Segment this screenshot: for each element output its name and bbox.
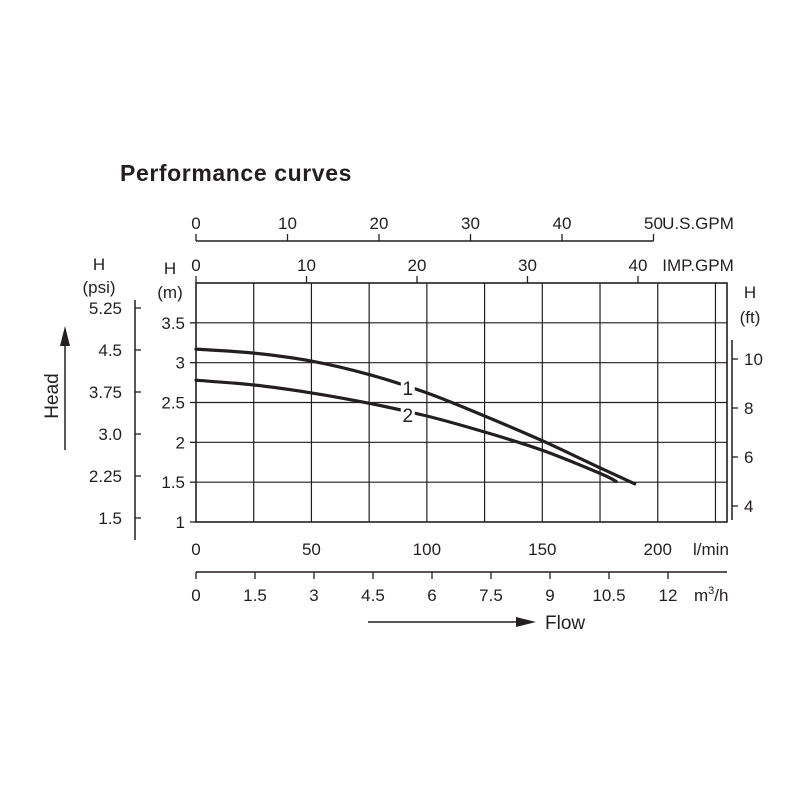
m3h-tick-label: 6 [427, 586, 436, 605]
m3h-tick-label: 10.5 [592, 586, 625, 605]
m3h-tick-label: 4.5 [361, 586, 385, 605]
ft-tick-label: 6 [744, 448, 753, 467]
flow-arrowhead [516, 617, 536, 627]
m3h-tick-label: 0 [191, 586, 200, 605]
chart-title: Performance curves [120, 160, 352, 186]
m-tick-label: 3 [176, 354, 185, 373]
m-axis-label-h: H [164, 259, 176, 278]
curve-label-2: 2 [402, 406, 413, 427]
us-gpm-tick-label: 20 [370, 214, 389, 233]
ft-axis-label-unit: (ft) [740, 308, 761, 327]
curve-label-bg [400, 408, 415, 427]
head-label: Head [42, 373, 63, 418]
curve-label-bg [400, 380, 415, 399]
us-gpm-tick-label: 0 [191, 214, 200, 233]
m3h-label-base: m [694, 586, 708, 605]
m3h-label-sup: 3 [708, 585, 714, 597]
us-gpm-tick-label: 40 [553, 214, 572, 233]
curve-label-1: 1 [402, 379, 413, 400]
imp-gpm-tick-label: 30 [518, 256, 537, 275]
m3h-tick-label: 3 [309, 586, 318, 605]
us-gpm-tick-label: 10 [278, 214, 297, 233]
ft-tick-label: 10 [744, 350, 763, 369]
lmin-axis-label: l/min [693, 540, 729, 559]
m3h-axis-label: m3/h [694, 585, 728, 605]
psi-tick-label: 3.0 [98, 425, 122, 444]
m-tick-label: 3.5 [161, 314, 185, 333]
m-tick-label: 1.5 [161, 473, 185, 492]
m3h-tick-label: 9 [545, 586, 554, 605]
ft-axis-label-h: H [744, 283, 756, 302]
m3h-tick-label: 12 [659, 586, 678, 605]
ft-tick-label: 8 [744, 399, 753, 418]
imp-gpm-tick-label: 40 [629, 256, 648, 275]
psi-tick-label: 2.25 [89, 467, 122, 486]
m-tick-label: 2.5 [161, 394, 185, 413]
lmin-tick-label: 200 [644, 540, 672, 559]
psi-axis-label-h: H [93, 255, 105, 274]
imp-gpm-axis-label: IMP.GPM [662, 256, 733, 275]
m-axis-label-unit: (m) [157, 283, 182, 302]
psi-tick-label: 4.5 [98, 341, 122, 360]
m3h-tick-label: 7.5 [479, 586, 503, 605]
imp-gpm-tick-label: 20 [408, 256, 427, 275]
m-tick-label: 2 [176, 433, 185, 452]
curve-1 [194, 347, 637, 486]
curves: 12 [194, 347, 637, 486]
imp-gpm-tick-label: 10 [297, 256, 316, 275]
m3h-label-tail: /h [714, 586, 728, 605]
lmin-tick-label: 100 [413, 540, 441, 559]
curve-2 [194, 378, 618, 483]
lmin-tick-label: 50 [302, 540, 321, 559]
psi-tick-label: 3.75 [89, 383, 122, 402]
lmin-tick-label: 0 [191, 540, 200, 559]
flow-label: Flow [545, 613, 585, 634]
ft-tick-label: 4 [744, 497, 753, 516]
m-tick-label: 1 [176, 513, 185, 532]
psi-axis-label-unit: (psi) [82, 278, 115, 297]
psi-tick-label: 5.25 [89, 299, 122, 318]
us-gpm-tick-label: 50 [644, 214, 663, 233]
imp-gpm-tick-label: 0 [191, 256, 200, 275]
lmin-tick-label: 150 [528, 540, 556, 559]
m3h-tick-label: 1.5 [243, 586, 267, 605]
psi-tick-label: 1.5 [98, 509, 122, 528]
us-gpm-axis-label: U.S.GPM [662, 214, 734, 233]
head-arrowhead [60, 326, 70, 346]
us-gpm-tick-label: 30 [461, 214, 480, 233]
grid [196, 283, 727, 522]
